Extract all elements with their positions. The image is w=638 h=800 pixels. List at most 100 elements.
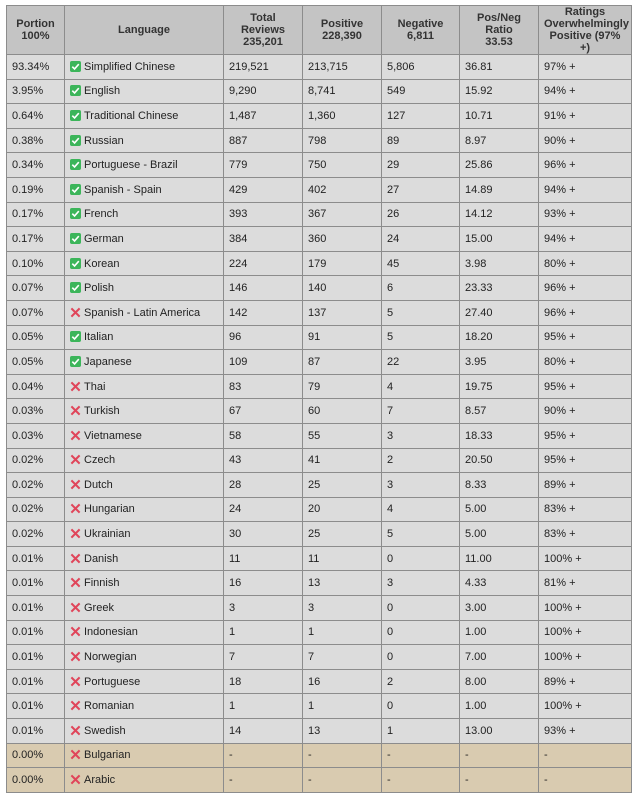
data-cell: -	[538, 767, 632, 793]
table-row: 0.01% Swedish 14 13 1 13.00 93% +	[6, 718, 632, 744]
language-name: Simplified Chinese	[84, 60, 176, 73]
data-cell: 402	[302, 176, 382, 203]
language-name: Norwegian	[84, 651, 137, 664]
table-row: 0.38% Russian 887 798 89 8.97 90% +	[6, 127, 632, 154]
language-name: Czech	[84, 454, 116, 467]
data-cell: 25	[302, 521, 382, 547]
data-cell: 0.34%	[6, 152, 65, 178]
table-row: 0.17% French 393 367 26 14.12 93% +	[6, 201, 632, 228]
table-row: 0.01% Romanian 1 1 0 1.00 100% +	[6, 693, 632, 720]
unsupported-icon	[70, 307, 81, 318]
data-cell: 1	[223, 693, 303, 720]
language-name: Polish	[84, 282, 114, 295]
table-row: 0.01% Danish 11 11 0 11.00 100% +	[6, 545, 632, 572]
data-cell: 96% +	[538, 299, 632, 326]
language-cell: Swedish	[64, 718, 224, 744]
data-cell: -	[302, 742, 382, 769]
data-cell: 4.33	[459, 570, 539, 597]
data-cell: 5,806	[381, 54, 460, 80]
language-name: Ukrainian	[84, 528, 131, 541]
data-cell: 100% +	[538, 693, 632, 720]
language-cell: English	[64, 78, 224, 105]
language-name: Indonesian	[84, 626, 138, 639]
data-cell: 9,290	[223, 78, 303, 105]
data-cell: 0.01%	[6, 570, 65, 597]
language-name: Arabic	[84, 774, 116, 787]
table-row: 93.34% Simplified Chinese 219,521 213,715 5,…	[6, 54, 632, 80]
data-cell: 94% +	[538, 78, 632, 105]
language-name: German	[84, 232, 124, 245]
data-cell: 1	[302, 619, 382, 646]
language-name: Spanish - Spain	[84, 183, 162, 196]
data-cell: 224	[223, 250, 303, 277]
data-cell: 0.64%	[6, 103, 65, 129]
data-cell: 8.33	[459, 472, 539, 498]
unsupported-icon	[70, 430, 81, 441]
supported-icon	[70, 183, 81, 195]
data-cell: 219,521	[223, 54, 303, 80]
language-cell: Traditional Chinese	[64, 103, 224, 129]
data-cell: 95% +	[538, 447, 632, 474]
data-cell: 14.89	[459, 176, 539, 203]
language-cell: Spanish - Spain	[64, 176, 224, 203]
data-cell: 779	[223, 152, 303, 178]
data-cell: 96	[223, 324, 303, 351]
supported-icon	[70, 232, 81, 244]
data-cell: 4	[381, 373, 460, 400]
language-name: Finnish	[84, 577, 120, 590]
data-cell: 0.02%	[6, 472, 65, 498]
data-cell: 79	[302, 373, 382, 400]
unsupported-icon	[70, 651, 81, 662]
data-cell: 80% +	[538, 250, 632, 277]
data-cell: 91% +	[538, 103, 632, 129]
data-cell: 100% +	[538, 644, 632, 670]
data-cell: 1,487	[223, 103, 303, 129]
unsupported-icon	[70, 454, 81, 465]
data-cell: 3.00	[459, 595, 539, 621]
data-cell: 367	[302, 201, 382, 228]
table-container: Portion 100% Language Total Reviews 235,20…	[6, 5, 632, 793]
table-row: 0.02% Ukrainian 30 25 5 5.00 83% +	[6, 521, 632, 547]
data-cell: 23.33	[459, 275, 539, 301]
data-cell: 83% +	[538, 496, 632, 523]
data-cell: 28	[223, 472, 303, 498]
language-cell: Bulgarian	[64, 742, 224, 769]
language-cell: Spanish - Latin America	[64, 299, 224, 326]
language-cell: Indonesian	[64, 619, 224, 646]
language-cell: German	[64, 226, 224, 252]
data-cell: 95% +	[538, 324, 632, 351]
data-cell: -	[223, 742, 303, 769]
data-cell: 2	[381, 447, 460, 474]
supported-icon	[70, 282, 81, 294]
table-row: 0.19% Spanish - Spain 429 402 27 14.89 94% +	[6, 176, 632, 203]
data-cell: 1,360	[302, 103, 382, 129]
supported-icon	[70, 331, 81, 343]
data-cell: 142	[223, 299, 303, 326]
language-cell: Japanese	[64, 349, 224, 375]
language-name: Dutch	[84, 478, 113, 491]
data-cell: 0.04%	[6, 373, 65, 400]
data-cell: 11	[223, 545, 303, 572]
header-cell: Portion 100%	[6, 5, 65, 55]
unsupported-icon	[70, 602, 81, 613]
unsupported-icon	[70, 528, 81, 539]
supported-icon	[70, 159, 81, 171]
data-cell: 16	[223, 570, 303, 597]
language-cell: Simplified Chinese	[64, 54, 224, 80]
data-cell: 0.01%	[6, 595, 65, 621]
data-cell: 13.00	[459, 718, 539, 744]
data-cell: 11.00	[459, 545, 539, 572]
unsupported-icon	[70, 577, 81, 588]
data-cell: 93.34%	[6, 54, 65, 80]
supported-icon	[70, 257, 81, 269]
data-cell: 1.00	[459, 619, 539, 646]
table-row: 0.07% Spanish - Latin America 142 137 5 27.40…	[6, 299, 632, 326]
data-cell: 1	[302, 693, 382, 720]
data-cell: 3.95	[459, 349, 539, 375]
language-name: Portuguese - Brazil	[84, 159, 178, 172]
table-row: 0.05% Japanese 109 87 22 3.95 80% +	[6, 349, 632, 375]
data-cell: 90% +	[538, 127, 632, 154]
data-cell: 89% +	[538, 472, 632, 498]
header-cell: Negative 6,811	[381, 5, 460, 55]
data-cell: 100% +	[538, 545, 632, 572]
